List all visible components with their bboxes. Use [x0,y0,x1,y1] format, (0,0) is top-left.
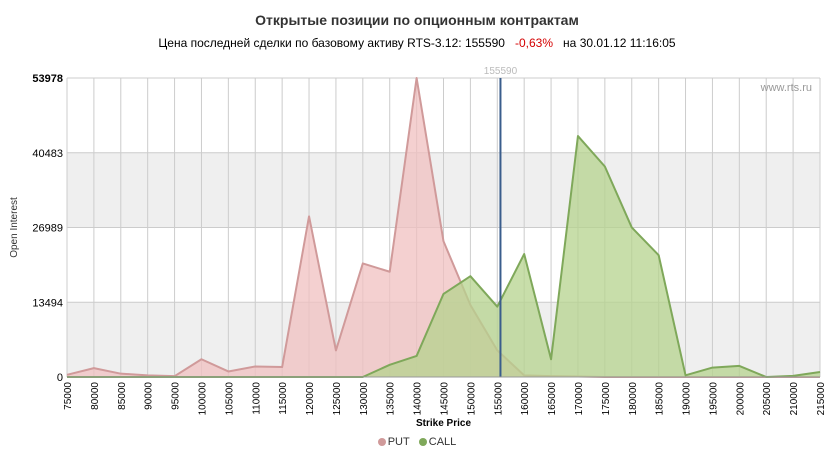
x-tick-label: 145000 [440,382,451,416]
x-tick-label: 80000 [90,382,101,410]
x-tick-label: 95000 [171,382,182,410]
legend-item-call[interactable]: CALL [418,436,457,448]
instrument-label: RTS-3.12: [407,36,462,50]
subtitle-prefix: Цена последней сделки по базовому активу [158,36,404,50]
watermark-text: www.rts.ru [760,82,812,94]
x-tick-label: 90000 [144,382,155,410]
x-tick-label: 135000 [386,382,397,416]
legend-label-put: PUT [387,436,410,448]
x-tick-label: 175000 [601,382,612,416]
x-tick-label: 205000 [762,382,773,416]
y-tick-label: 40483 [32,148,63,160]
x-tick-label: 185000 [655,382,666,416]
x-tick-label: 115000 [278,382,289,415]
x-tick-label: 125000 [332,382,343,416]
call-legend-dot [418,438,427,446]
last-price: 155590 [464,36,505,50]
price-change: -0,63% [515,36,554,50]
x-tick-label: 165000 [547,382,558,416]
y-tick-label: 53978 [32,73,63,85]
x-tick-label: 215000 [816,382,827,416]
legend-label-call: CALL [428,436,457,448]
y-tick-label: 13494 [32,297,63,309]
chart-legend: PUT CALL [0,436,834,448]
call-series-area [67,136,820,377]
x-tick-label: 75000 [63,382,74,410]
x-tick-label: 190000 [682,382,693,416]
x-tick-label: 130000 [359,382,370,416]
put-legend-dot [377,438,386,446]
x-tick-label: 120000 [305,382,316,416]
x-tick-label: 85000 [117,382,128,410]
date-prefix: на [563,36,577,50]
x-axis-title: Strike Price [416,418,471,429]
x-tick-label: 170000 [574,382,585,416]
y-tick-label: 26989 [32,223,63,235]
x-tick-label: 105000 [224,382,235,416]
x-tick-label: 140000 [413,382,424,416]
x-tick-label: 150000 [466,382,477,416]
date-time: 30.01.12 11:16:05 [579,36,676,50]
x-tick-label: 155000 [493,382,504,416]
chart-title: Открытые позиции по опционным контрактам [255,12,579,28]
y-axis-title: Open Interest [9,197,20,258]
x-tick-label: 180000 [628,382,639,416]
x-tick-label: 210000 [789,382,800,416]
legend-item-put[interactable]: PUT [377,436,410,448]
chart-subtitle: Цена последней сделки по базовому активу… [0,36,834,50]
x-tick-label: 110000 [251,382,262,415]
x-tick-label: 100000 [197,382,208,416]
x-tick-label: 160000 [520,382,531,416]
x-tick-label: 195000 [708,382,719,416]
x-tick-label: 200000 [735,382,746,416]
marker-label: 155590 [484,66,518,77]
y-tick-label: 0 [57,372,63,384]
